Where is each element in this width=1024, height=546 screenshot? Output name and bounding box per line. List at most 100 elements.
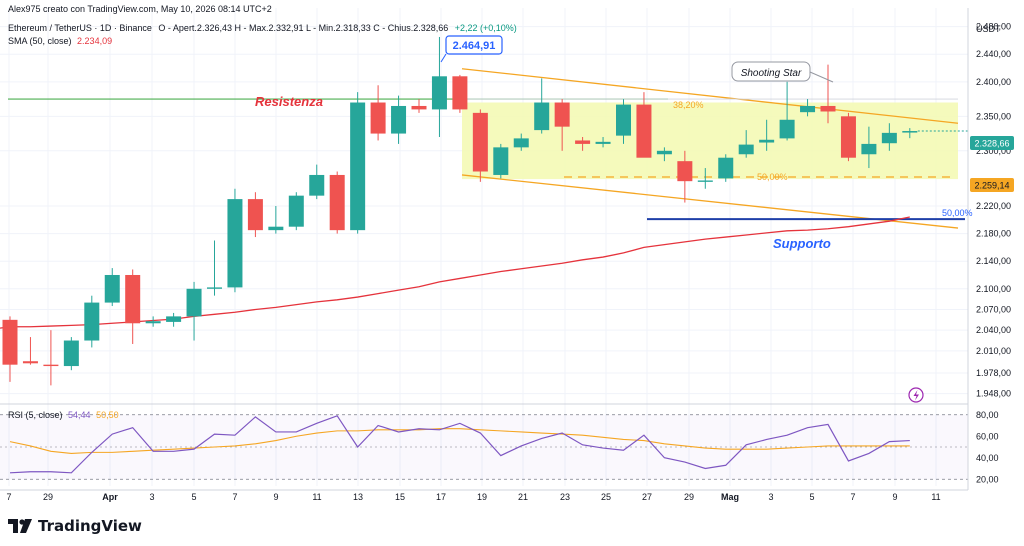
sma-50-path bbox=[0, 216, 910, 329]
price-tick-label: 2.010,00 bbox=[976, 346, 1011, 356]
bullish-candle[interactable] bbox=[391, 95, 407, 144]
candle-body bbox=[186, 288, 202, 317]
candle-body bbox=[636, 104, 652, 158]
bullish-candle[interactable] bbox=[288, 192, 304, 231]
bullish-candle[interactable] bbox=[350, 92, 366, 234]
price-tick-label: 2.440,00 bbox=[976, 49, 1011, 59]
candle-body bbox=[391, 105, 407, 134]
candle-body bbox=[227, 199, 243, 288]
rsi-line bbox=[9, 415, 910, 474]
bullish-candle[interactable] bbox=[431, 36, 447, 138]
time-tick-label: 5 bbox=[809, 492, 814, 502]
bearish-candle[interactable] bbox=[677, 150, 693, 203]
time-tick-label: 15 bbox=[395, 492, 405, 502]
lightning-bolt-glyph bbox=[913, 390, 919, 401]
sma-legend[interactable]: SMA (50, close) 2.234,09 bbox=[8, 36, 112, 46]
candle-body bbox=[370, 102, 386, 134]
candle-body bbox=[759, 139, 775, 143]
credit-text: Alex975 creato con TradingView.com, May … bbox=[8, 4, 272, 14]
symbol-name: Ethereum / TetherUS · 1D · Binance bbox=[8, 23, 152, 33]
bearish-candle[interactable] bbox=[575, 137, 591, 151]
bullish-candle[interactable] bbox=[207, 240, 222, 296]
bullish-candle[interactable] bbox=[63, 337, 79, 371]
candle-body bbox=[472, 112, 488, 172]
candle-body bbox=[43, 364, 59, 367]
support-price-tag: 2.259,14 bbox=[970, 178, 1014, 192]
bullish-candle[interactable] bbox=[309, 164, 325, 200]
shooting-star-text: Shooting Star bbox=[741, 68, 802, 79]
candle-body bbox=[104, 274, 120, 303]
candle-body bbox=[595, 141, 611, 144]
time-tick-label: 19 bbox=[477, 492, 487, 502]
bullish-candle[interactable] bbox=[145, 316, 161, 327]
bullish-candle[interactable] bbox=[718, 154, 734, 182]
bullish-candle[interactable] bbox=[227, 188, 243, 293]
fib-50-outer-label: 50,00% bbox=[942, 208, 973, 218]
time-tick-label: 23 bbox=[560, 492, 570, 502]
peak-callout-text: 2.464,91 bbox=[453, 40, 496, 52]
bullish-candle[interactable] bbox=[84, 295, 100, 348]
shooting-star-callout-box bbox=[731, 61, 811, 82]
bearish-candle[interactable] bbox=[43, 330, 59, 386]
bearish-candle[interactable] bbox=[22, 337, 38, 365]
bullish-candle[interactable] bbox=[902, 128, 918, 139]
candles[interactable] bbox=[2, 36, 969, 386]
time-tick-label: 7 bbox=[232, 492, 237, 502]
bearish-candle[interactable] bbox=[452, 74, 468, 113]
candle-body bbox=[656, 150, 672, 155]
bearish-candle[interactable] bbox=[554, 99, 570, 151]
bullish-candle[interactable] bbox=[656, 147, 672, 162]
bullish-candle[interactable] bbox=[186, 281, 202, 341]
bullish-candle[interactable] bbox=[779, 81, 795, 141]
price-tick-label: 2.400,00 bbox=[976, 77, 1011, 87]
time-tick-label: 13 bbox=[353, 492, 363, 502]
time-tick-label: 7 bbox=[850, 492, 855, 502]
bearish-candle[interactable] bbox=[820, 64, 836, 124]
bullish-candle[interactable] bbox=[759, 119, 775, 151]
bullish-candle[interactable] bbox=[697, 168, 713, 189]
bullish-candle[interactable] bbox=[268, 206, 284, 234]
candle-body bbox=[125, 274, 141, 324]
bearish-candle[interactable] bbox=[472, 109, 488, 182]
candle-body bbox=[431, 76, 447, 110]
candle-body bbox=[820, 105, 836, 112]
time-tick-label: 3 bbox=[149, 492, 154, 502]
candle-body bbox=[22, 361, 38, 364]
bearish-candle[interactable] bbox=[2, 316, 18, 382]
bullish-candle[interactable] bbox=[595, 137, 611, 148]
axes: 2.480,00 2.440,00 2.400,00 2.350,00 2.300,00… bbox=[0, 8, 1011, 502]
fib-382-label: 38,20% bbox=[673, 100, 704, 110]
candle-body bbox=[554, 102, 570, 127]
price-tick-label: 2.180,00 bbox=[976, 229, 1011, 239]
time-tick-label: 27 bbox=[642, 492, 652, 502]
bullish-candle[interactable] bbox=[166, 312, 182, 327]
tradingview-mark-icon bbox=[8, 519, 32, 533]
bullish-candle[interactable] bbox=[861, 126, 877, 169]
bullish-candle[interactable] bbox=[513, 133, 529, 151]
resistance-label: Resistenza bbox=[255, 94, 323, 109]
bullish-candle[interactable] bbox=[534, 78, 550, 134]
bearish-candle[interactable] bbox=[636, 92, 652, 158]
symbol-legend[interactable]: Ethereum / TetherUS · 1D · Binance O - A… bbox=[8, 23, 517, 33]
support-price-text: 2.259,14 bbox=[974, 181, 1009, 191]
bullish-candle[interactable] bbox=[800, 99, 816, 117]
tradingview-logo[interactable]: TradingView bbox=[8, 517, 142, 535]
candle-body bbox=[145, 321, 161, 324]
bullish-candle[interactable] bbox=[104, 268, 120, 307]
bearish-candle[interactable] bbox=[370, 85, 386, 141]
rsi-pane: 80,00 60,00 40,00 20,00 bbox=[0, 410, 999, 484]
price-tick-label: 2.070,00 bbox=[976, 304, 1011, 314]
bullish-candle[interactable] bbox=[881, 123, 897, 151]
bearish-candle[interactable] bbox=[247, 192, 263, 238]
bearish-candle[interactable] bbox=[840, 112, 856, 162]
drawing-lines bbox=[8, 68, 965, 229]
bullish-candle[interactable] bbox=[738, 130, 754, 158]
bearish-candle[interactable] bbox=[329, 171, 345, 234]
bullish-candle[interactable] bbox=[616, 99, 631, 144]
bearish-candle[interactable] bbox=[411, 99, 427, 113]
bullish-candle[interactable] bbox=[493, 143, 509, 179]
current-price-tag: 2.328,66 bbox=[970, 136, 1014, 150]
rsi-legend[interactable]: RSI (5, close) 54,44 50,50 bbox=[8, 410, 119, 420]
bearish-candle[interactable] bbox=[125, 269, 141, 344]
